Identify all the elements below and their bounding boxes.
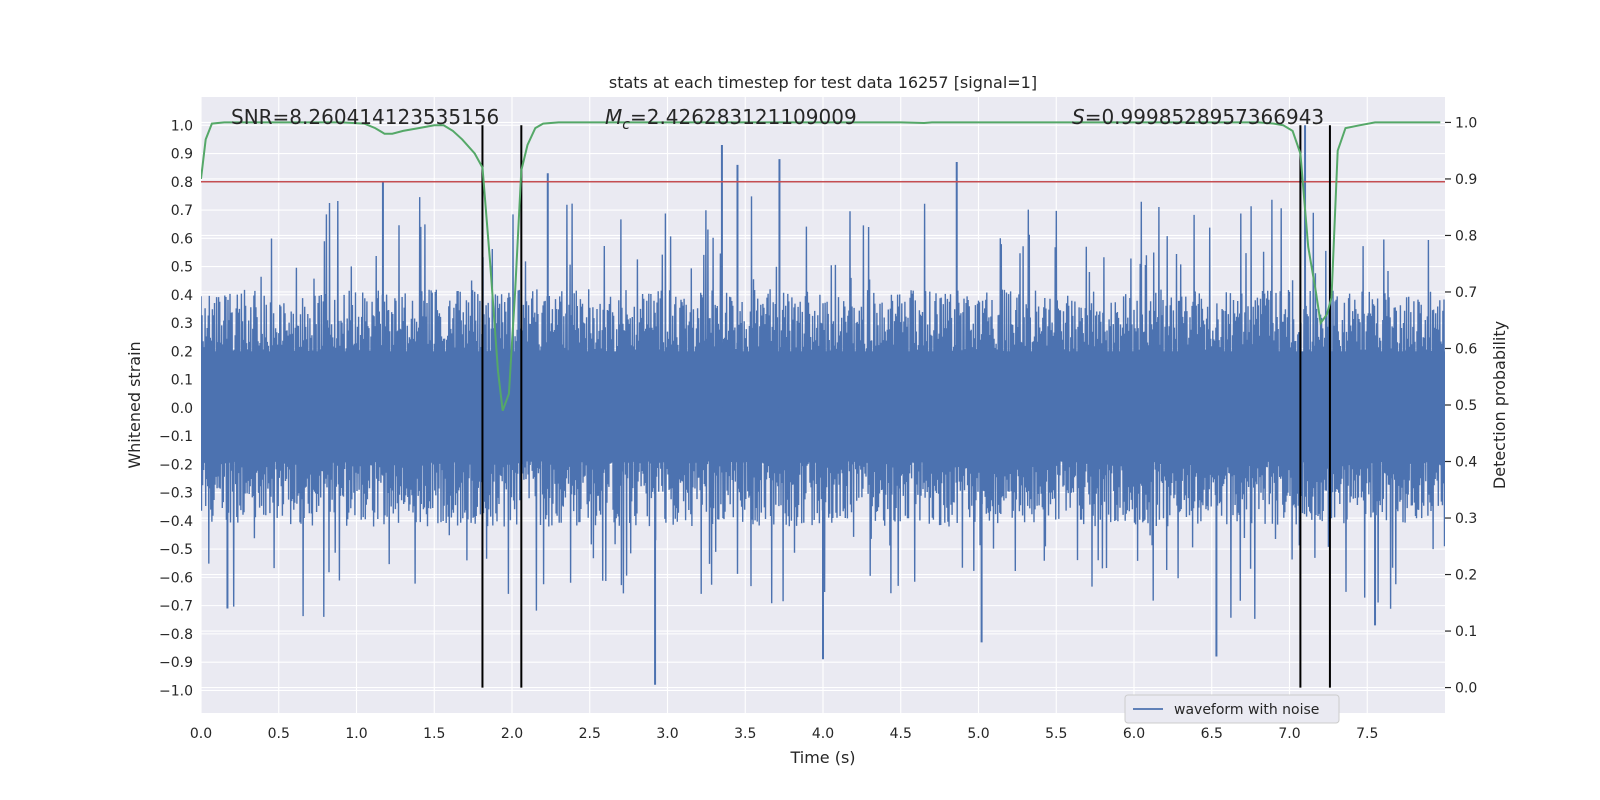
- y-right-tick-label: 0.5: [1455, 398, 1477, 414]
- y-axis-right-label: Detection probability: [1490, 321, 1509, 489]
- x-tick-label: 1.5: [423, 726, 445, 742]
- y-left-tick-label: 0.1: [171, 373, 193, 389]
- y-left-tick-label: 1.0: [171, 118, 193, 134]
- y-right-tick-label: 0.3: [1455, 511, 1477, 527]
- y-left-tick-label: 0.9: [171, 147, 193, 163]
- y-left-tick-label: −0.9: [159, 655, 193, 671]
- y-left-tick-label: −0.7: [159, 599, 193, 615]
- probability-line: [201, 121, 1441, 412]
- y-right-tick-label: 0.7: [1455, 285, 1477, 301]
- y-left-tick-label: −0.3: [159, 486, 193, 502]
- y-right-tick-label: 0.9: [1455, 172, 1477, 188]
- y-right-tick-label: 0.1: [1455, 624, 1477, 640]
- x-tick-label: 5.0: [967, 726, 989, 742]
- left-axis-ticks: 1.0 0.9 0.8 0.7 0.6 0.5 0.4 0.3 0.2 0.1 0.0 −0.1 −0.…: [159, 118, 193, 699]
- y-right-tick-label: 1.0: [1455, 115, 1477, 131]
- x-tick-label: 7.5: [1356, 726, 1378, 742]
- y-left-tick-label: −0.2: [159, 457, 193, 473]
- x-tick-label: 3.5: [734, 726, 756, 742]
- y-left-tick-label: 0.8: [171, 175, 193, 191]
- y-left-tick-label: 0.7: [171, 203, 193, 219]
- y-left-tick-label: −0.6: [159, 570, 193, 586]
- x-tick-label: 0.0: [190, 726, 212, 742]
- y-left-tick-label: −0.1: [159, 429, 193, 445]
- y-left-tick-label: 0.2: [171, 344, 193, 360]
- probability-series: [201, 121, 1441, 412]
- y-right-tick-label: 0.6: [1455, 341, 1477, 357]
- y-left-tick-label: 0.6: [171, 231, 193, 247]
- y-left-tick-label: 0.5: [171, 260, 193, 276]
- chirp-mass-symbol: M: [605, 105, 622, 129]
- significance-annotation: S=0.9998528957366943: [1072, 105, 1324, 129]
- overlay-lines: [201, 125, 1445, 688]
- x-tick-label: 6.5: [1201, 726, 1223, 742]
- y-right-tick-label: 0.4: [1455, 455, 1477, 471]
- x-tick-label: 5.5: [1045, 726, 1067, 742]
- x-tick-label: 2.0: [501, 726, 523, 742]
- waveform-series: [201, 125, 1445, 685]
- x-axis-ticks: 0.0 0.5 1.0 1.5 2.0 2.5 3.0 3.5 4.0 4.5 5.0 5.5 6.0 6…: [190, 726, 1379, 742]
- legend-box: [1124, 694, 1340, 724]
- snr-annotation: SNR=8.260414123535156: [231, 105, 499, 129]
- y-left-tick-label: −0.8: [159, 627, 193, 643]
- x-axis-label: Time (s): [789, 748, 855, 767]
- x-tick-label: 4.0: [812, 726, 834, 742]
- chart-title: stats at each timestep for test data 162…: [609, 73, 1037, 92]
- chirp-mass-annotation: Mc=2.426283121109009: [605, 105, 857, 133]
- significance-symbol: S: [1072, 105, 1085, 129]
- y-right-tick-label: 0.2: [1455, 568, 1477, 584]
- legend: waveform with noise: [1124, 694, 1340, 724]
- y-left-tick-label: 0.3: [171, 316, 193, 332]
- y-left-tick-label: −0.5: [159, 542, 193, 558]
- y-left-tick-label: −0.4: [159, 514, 193, 530]
- x-tick-label: 4.5: [890, 726, 912, 742]
- y-right-tick-label: 0.8: [1455, 228, 1477, 244]
- x-tick-label: 0.5: [268, 726, 290, 742]
- y-left-tick-label: 0.0: [171, 401, 193, 417]
- right-axis-ticks: 1.0 0.9 0.8 0.7 0.6 0.5 0.4 0.3 0.2 0.1 0.0: [1445, 115, 1477, 697]
- x-tick-label: 2.5: [579, 726, 601, 742]
- x-tick-label: 7.0: [1278, 726, 1300, 742]
- legend-entry-waveform: waveform with noise: [1174, 702, 1319, 718]
- y-left-tick-label: −1.0: [159, 683, 193, 699]
- y-right-tick-label: 0.0: [1455, 681, 1477, 697]
- chirp-mass-value: =2.426283121109009: [630, 105, 857, 129]
- x-tick-label: 3.0: [656, 726, 678, 742]
- chirp-mass-subscript: c: [622, 117, 630, 133]
- significance-value: =0.9998528957366943: [1085, 105, 1324, 129]
- y-axis-left-label: Whitened strain: [125, 341, 144, 468]
- x-tick-label: 1.0: [345, 726, 367, 742]
- y-left-tick-label: 0.4: [171, 288, 193, 304]
- x-tick-label: 6.0: [1123, 726, 1145, 742]
